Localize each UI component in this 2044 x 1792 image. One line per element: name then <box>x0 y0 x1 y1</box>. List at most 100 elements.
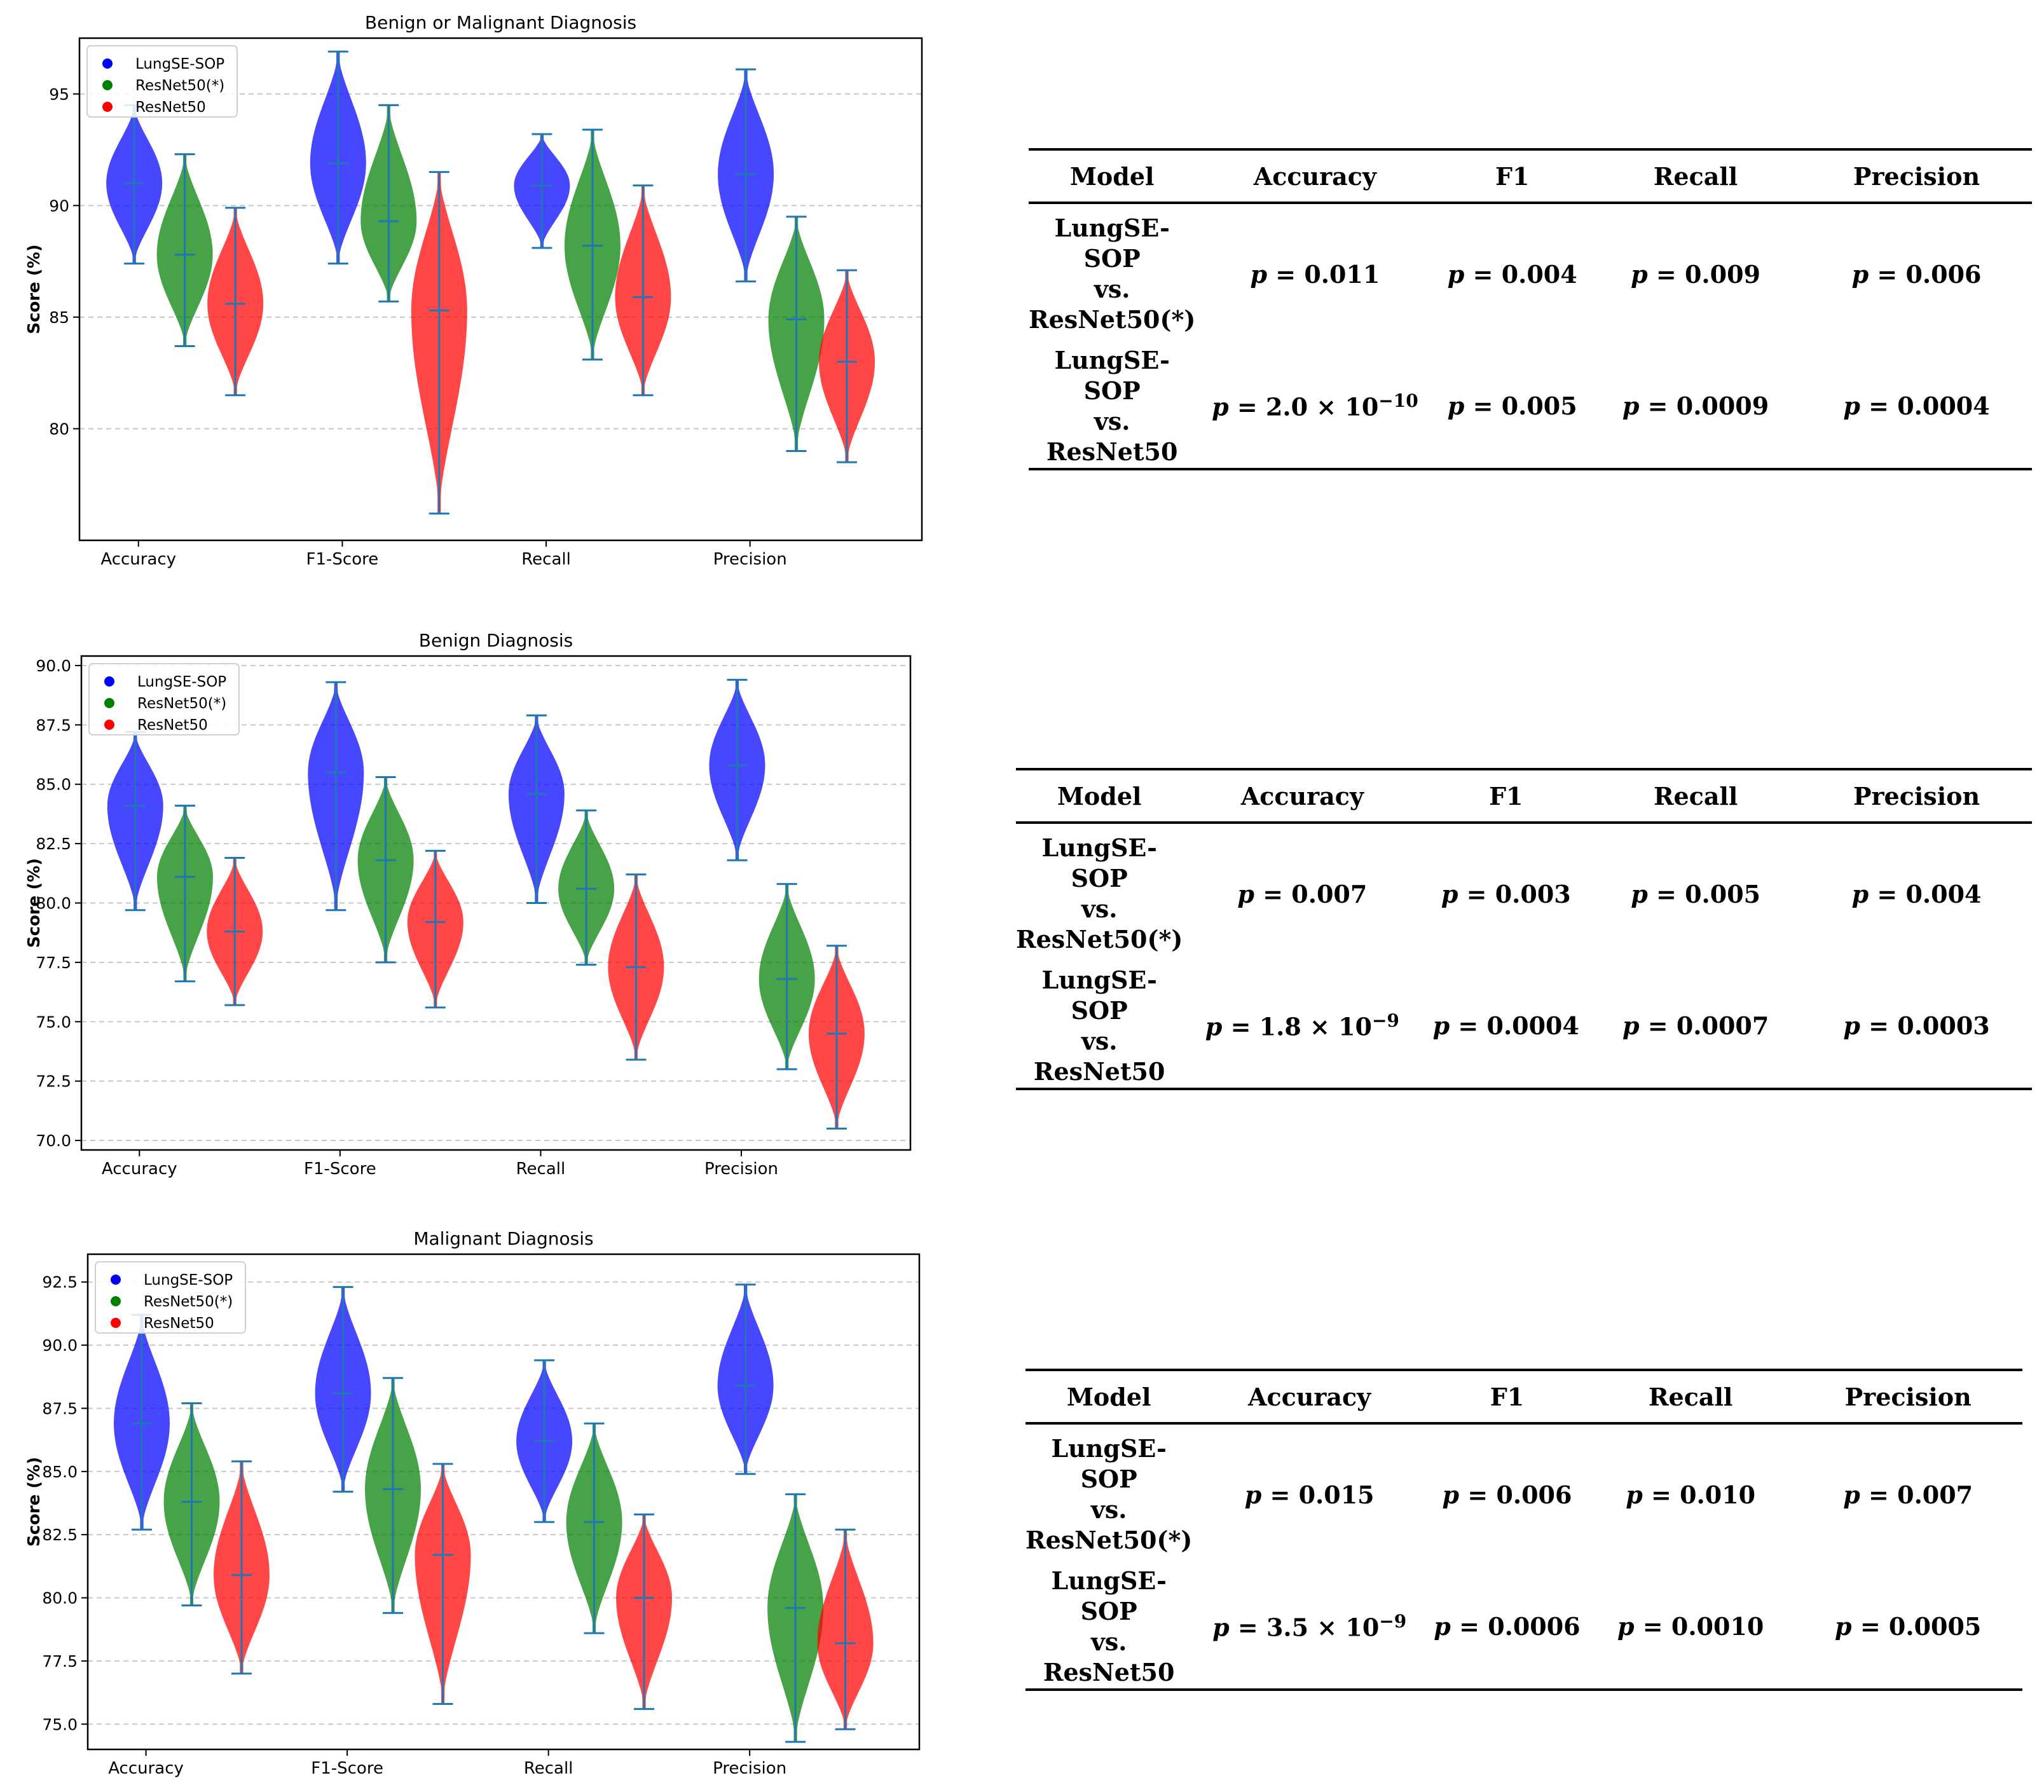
x-tick-label: Precision <box>713 550 787 569</box>
col-header-recall: Recall <box>1590 768 1802 824</box>
plot-frame <box>80 655 912 1151</box>
legend-marker <box>102 58 113 69</box>
x-tick-label: Recall <box>524 1759 573 1778</box>
table-row: LungSE-SOP vs. ResNet50 p = 1.8 × 10−9 p… <box>1016 964 2032 1090</box>
col-header-model: Model <box>1025 1369 1193 1425</box>
p-value-precision: p = 0.007 <box>1843 1480 1973 1509</box>
plot-frame <box>78 37 923 542</box>
legend-marker <box>104 720 114 730</box>
violin-chart-benign: 70.0 72.5 75.0 77.5 80.0 82.5 85.0 87.5 90.0 Beni… <box>25 630 912 1179</box>
y-tick-label: 82.5 <box>42 1526 78 1544</box>
legend-label: LungSE-SOP <box>135 56 224 72</box>
p-value-accuracy: p = 0.007 <box>1237 879 1368 908</box>
table-header-row: Model Accuracy F1 Recall Precision <box>1025 1369 2022 1425</box>
y-tick-label: 80.0 <box>42 1589 78 1608</box>
y-tick-label: 90.0 <box>36 657 71 675</box>
col-header-f1: F1 <box>1422 768 1591 824</box>
y-tick-label: 85.0 <box>36 776 71 794</box>
x-tick-label: F1-Score <box>311 1759 383 1778</box>
x-tick-label: F1-Score <box>304 1159 376 1179</box>
table-row: LungSE-SOP vs. ResNet50(*) p = 0.011 p =… <box>1029 203 2032 344</box>
model-cell: LungSE-SOP vs. ResNet50 <box>1016 964 1183 1090</box>
model-cell: LungSE-SOP vs. ResNet50(*) <box>1025 1434 1193 1554</box>
y-tick-label: 80.0 <box>36 894 71 913</box>
col-header-accuracy: Accuracy <box>1183 768 1422 824</box>
p-value-precision: p = 0.004 <box>1851 879 1982 908</box>
p-value-precision: p = 0.0005 <box>1794 1564 2022 1691</box>
y-tick-label: 90 <box>49 196 69 215</box>
y-tick-label: 75.0 <box>36 1013 71 1031</box>
legend-marker <box>104 698 114 708</box>
legend-marker <box>104 676 114 687</box>
chart-title: Benign or Malignant Diagnosis <box>365 12 636 33</box>
p-value-f1: p = 0.005 <box>1434 344 1591 470</box>
x-tick-label: Recall <box>516 1159 566 1179</box>
p-value-recall: p = 0.0009 <box>1590 344 1802 470</box>
col-header-accuracy: Accuracy <box>1192 1369 1427 1425</box>
legend-marker <box>111 1296 121 1306</box>
y-tick-label: 70.0 <box>36 1132 71 1150</box>
y-tick-label: 95 <box>49 85 69 104</box>
legend-label: LungSE-SOP <box>137 674 226 690</box>
x-tick-label: Accuracy <box>102 1159 177 1179</box>
legend-label: ResNet50(*) <box>135 78 224 94</box>
col-header-recall: Recall <box>1590 148 1802 204</box>
legend-label: ResNet50 <box>144 1315 214 1332</box>
violin-chart-malignant: 75.0 77.5 80.0 82.5 85.0 87.5 90.0 92.5 Malignan… <box>25 1228 921 1778</box>
y-tick-label: 77.5 <box>42 1652 78 1671</box>
x-tick-label: Recall <box>521 550 571 569</box>
p-value-table-benign-or-malignant: Model Accuracy F1 Recall Precision LungS… <box>1029 148 2032 470</box>
p-value-f1: p = 0.0004 <box>1422 964 1591 1090</box>
col-header-precision: Precision <box>1801 768 2032 824</box>
legend-label: ResNet50 <box>137 717 208 734</box>
model-cell: LungSE-SOP vs. ResNet50 <box>1029 344 1196 470</box>
x-tick-label: Precision <box>704 1159 778 1179</box>
y-tick-label: 87.5 <box>36 716 71 734</box>
col-header-precision: Precision <box>1801 148 2032 204</box>
p-value-precision: p = 0.006 <box>1851 259 1982 289</box>
col-header-precision: Precision <box>1794 1369 2022 1425</box>
y-axis-label: Score (%) <box>25 244 44 334</box>
col-header-accuracy: Accuracy <box>1195 148 1435 204</box>
y-tick-label: 80 <box>49 420 69 438</box>
table-header-row: Model Accuracy F1 Recall Precision <box>1029 148 2032 204</box>
y-tick-label: 72.5 <box>36 1072 71 1091</box>
table-row: LungSE-SOP vs. ResNet50(*) p = 0.007 p =… <box>1016 823 2032 964</box>
y-tick-label: 82.5 <box>36 835 71 853</box>
chart-title: Benign Diagnosis <box>419 630 573 651</box>
p-value-recall: p = 0.0010 <box>1587 1564 1794 1691</box>
p-value-precision: p = 0.0003 <box>1801 964 2032 1090</box>
plot-frame <box>86 1253 921 1751</box>
y-tick-label: 85 <box>49 308 69 327</box>
violin-chart-benign-or-malignant: 80 85 90 95 Benign or Malignant Diagnosis Sco… <box>25 12 923 569</box>
table-row: LungSE-SOP vs. ResNet50 p = 3.5 × 10−9 p… <box>1025 1564 2022 1691</box>
x-tick-label: Accuracy <box>108 1759 184 1778</box>
legend-marker <box>102 102 113 112</box>
p-value-recall: p = 0.005 <box>1631 879 1761 908</box>
p-value-recall: p = 0.009 <box>1631 259 1760 289</box>
col-header-model: Model <box>1029 148 1196 204</box>
y-axis-label: Score (%) <box>25 1457 44 1547</box>
x-tick-label: Accuracy <box>100 550 176 569</box>
p-value-recall: p = 0.0007 <box>1590 964 1802 1090</box>
y-tick-label: 92.5 <box>42 1273 78 1292</box>
p-value-f1: p = 0.0006 <box>1426 1564 1588 1691</box>
legend-marker <box>102 80 113 90</box>
col-header-f1: F1 <box>1434 148 1591 204</box>
p-value-precision: p = 0.0004 <box>1801 344 2032 470</box>
legend-box <box>88 663 240 735</box>
y-tick-label: 90.0 <box>42 1336 78 1355</box>
legend-label: LungSE-SOP <box>144 1272 233 1289</box>
y-axis-label: Score (%) <box>25 858 44 948</box>
legend-box <box>86 45 238 118</box>
p-value-table-malignant: Model Accuracy F1 Recall Precision LungS… <box>1025 1369 2022 1691</box>
legend-label: ResNet50(*) <box>144 1294 233 1310</box>
model-cell: LungSE-SOP vs. ResNet50 <box>1025 1564 1193 1691</box>
p-value-f1: p = 0.004 <box>1447 259 1577 289</box>
y-tick-label: 75.0 <box>42 1715 78 1734</box>
p-value-accuracy: p = 3.5 × 10−9 <box>1192 1564 1427 1691</box>
p-value-f1: p = 0.006 <box>1442 1480 1572 1509</box>
col-header-recall: Recall <box>1587 1369 1794 1425</box>
y-tick-label: 77.5 <box>36 954 71 972</box>
p-value-table-benign: Model Accuracy F1 Recall Precision LungS… <box>1016 768 2032 1090</box>
